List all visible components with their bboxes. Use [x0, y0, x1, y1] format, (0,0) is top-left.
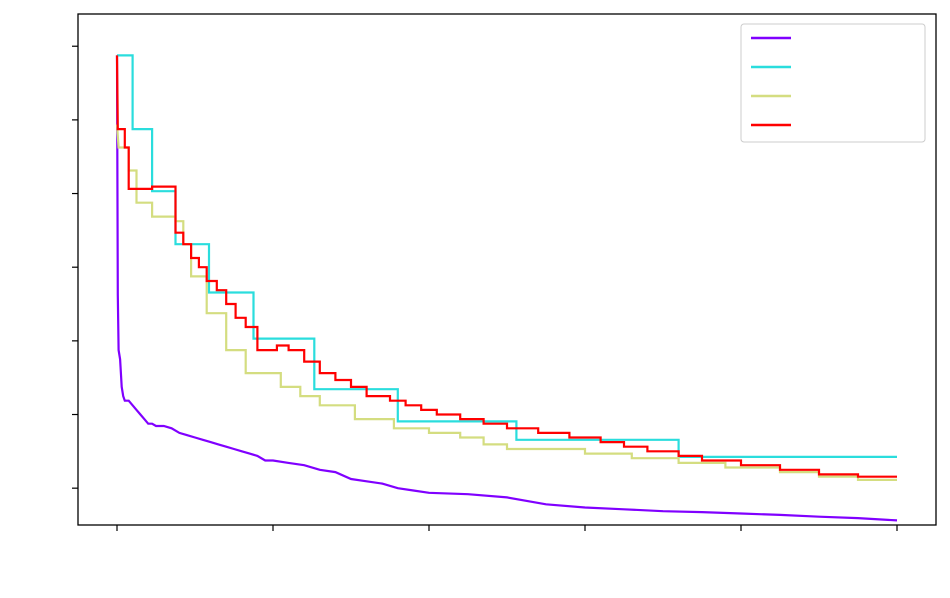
legend	[740, 23, 926, 143]
series-line-1	[115, 55, 898, 522]
series-line-2	[117, 54, 897, 458]
series-layer	[115, 54, 898, 522]
y-axis-ticks	[72, 45, 78, 489]
plot-frame	[77, 13, 937, 526]
x-axis-ticks	[116, 525, 898, 531]
series-line-4	[115, 55, 897, 478]
legend-entries	[751, 36, 791, 127]
legend-box	[740, 23, 926, 143]
